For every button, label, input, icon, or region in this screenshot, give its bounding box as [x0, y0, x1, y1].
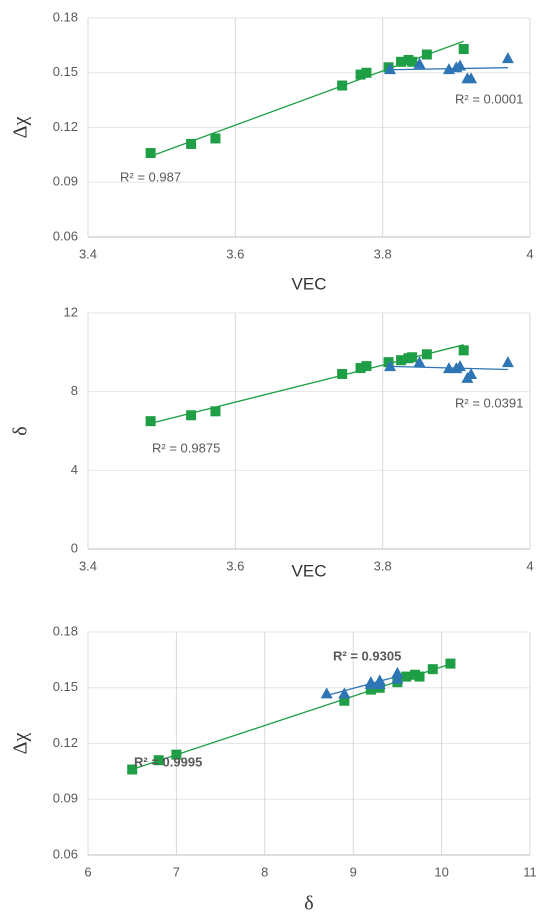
r-squared-label: R² = 0.987: [120, 169, 181, 184]
y-tick-label: 0.12: [53, 735, 78, 750]
data-point: [355, 69, 366, 80]
data-point: [454, 59, 467, 71]
data-point: [210, 133, 221, 144]
y-tick-label: 0.09: [53, 791, 78, 806]
data-point: [338, 687, 351, 699]
data-point: [373, 674, 386, 686]
data-point: [465, 367, 478, 379]
data-point: [445, 658, 456, 669]
y-tick-label: 0.06: [53, 846, 78, 861]
data-point: [153, 755, 164, 766]
data-point: [427, 664, 438, 675]
data-point: [145, 416, 156, 427]
r-squared-label: R² = 0.9875: [152, 440, 220, 455]
x-tick-label: 8: [261, 864, 268, 879]
data-point: [186, 410, 197, 421]
r-squared-label: R² = 0.0391: [455, 395, 523, 410]
data-point: [337, 368, 348, 379]
x-tick-label: 3.8: [374, 558, 392, 573]
data-point: [421, 349, 432, 360]
data-point: [361, 67, 372, 78]
data-point: [414, 671, 425, 682]
data-point: [413, 57, 426, 69]
x-tick-label: 7: [173, 864, 180, 879]
x-tick-label: 4: [526, 246, 533, 261]
data-point: [320, 687, 333, 699]
y-tick-label: 0.15: [53, 64, 78, 79]
data-point: [407, 56, 418, 67]
x-tick-label: 3.4: [79, 246, 97, 261]
data-point: [501, 356, 514, 368]
data-point: [401, 671, 412, 682]
data-point: [501, 52, 514, 64]
x-tick-label: 3.6: [226, 246, 244, 261]
x-axis-title: VEC: [292, 274, 327, 293]
x-tick-label: 11: [523, 864, 537, 879]
y-tick-label: 8: [71, 383, 78, 398]
data-point: [391, 666, 404, 678]
data-point: [396, 56, 407, 67]
data-point: [145, 148, 156, 159]
r-squared-label: R² = 0.9305: [333, 648, 401, 663]
data-point: [383, 357, 394, 368]
data-point: [337, 80, 348, 91]
data-point: [365, 684, 376, 695]
trendline: [326, 675, 398, 697]
data-point: [171, 749, 182, 760]
x-tick-label: 10: [434, 864, 448, 879]
data-point: [465, 72, 478, 84]
data-point: [421, 49, 432, 60]
x-tick-label: 6: [84, 864, 91, 879]
x-tick-label: 4: [526, 558, 533, 573]
data-point: [384, 63, 397, 75]
y-axis-title: δ: [10, 426, 32, 435]
y-tick-label: 0.09: [53, 174, 78, 189]
x-tick-label: 3.4: [79, 558, 97, 573]
y-tick-label: 0.15: [53, 679, 78, 694]
data-point: [186, 138, 197, 149]
data-point: [384, 360, 397, 372]
data-point: [407, 352, 418, 363]
x-tick-label: 3.8: [374, 246, 392, 261]
data-point: [364, 676, 377, 688]
data-point: [391, 672, 404, 684]
data-point: [413, 356, 426, 368]
x-axis-title: δ: [304, 893, 313, 915]
y-axis-title: Δχ: [10, 117, 32, 139]
x-tick-label: 9: [350, 864, 357, 879]
data-point: [127, 764, 138, 775]
y-tick-label: 0.18: [53, 9, 78, 24]
y-tick-label: 0.12: [53, 119, 78, 134]
r-squared-label: R² = 0.0001: [455, 91, 523, 106]
data-point: [396, 355, 407, 366]
x-tick-label: 3.6: [226, 558, 244, 573]
data-point: [339, 695, 350, 706]
data-point: [458, 44, 469, 55]
y-tick-label: 12: [64, 304, 78, 319]
y-tick-label: 4: [71, 462, 78, 477]
data-point: [355, 363, 366, 374]
y-tick-label: 0.18: [53, 623, 78, 638]
data-point: [361, 361, 372, 372]
r-squared-label: R² = 0.9995: [134, 754, 202, 769]
y-tick-label: 0.06: [53, 228, 78, 243]
data-point: [454, 360, 467, 372]
x-axis-title: VEC: [292, 561, 327, 580]
y-tick-label: 0: [71, 540, 78, 555]
data-point: [210, 406, 221, 417]
y-axis-title: Δχ: [10, 733, 32, 755]
data-point: [458, 345, 469, 356]
